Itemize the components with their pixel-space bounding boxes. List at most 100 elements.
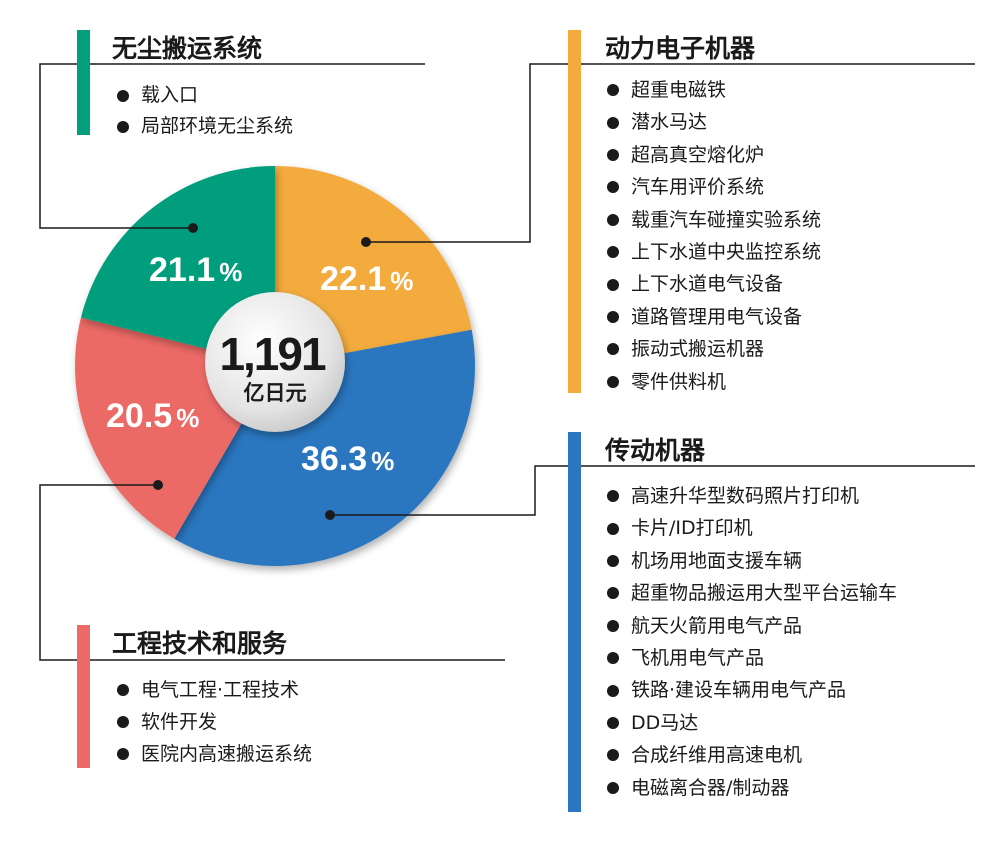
orange-bar — [568, 30, 581, 393]
bullet-icon — [607, 311, 619, 324]
list-blue: 高速升华型数码照片打印机 卡片/ID打印机机场用地面支援车辆超重物品搬运用大型平台… — [607, 480, 897, 804]
list-item: 卡片/ID打印机 — [607, 512, 897, 544]
bullet-icon — [607, 652, 619, 665]
pct-label-orange: 22.1% — [320, 260, 413, 298]
group-title-orange: 动力电子机器 — [605, 34, 756, 63]
pie-slice-1 — [174, 329, 475, 566]
bullet-icon — [607, 213, 619, 226]
list-item-label: 软件开发 — [141, 711, 218, 733]
list-item-label: 载重汽车碰撞实验系统 — [631, 208, 822, 231]
list-item: 高速升华型数码照片打印机 — [607, 480, 897, 512]
bullet-icon — [117, 684, 129, 696]
list-item-label: 机场用地面支援车辆 — [631, 549, 803, 572]
bullet-icon — [607, 619, 619, 632]
bullet-icon — [117, 748, 129, 760]
list-item-label: 医院内高速搬运系统 — [141, 743, 313, 765]
leader-line-orange — [366, 63, 975, 243]
bullet-icon — [607, 149, 619, 162]
pct-label-red: 20.5% — [106, 397, 199, 435]
list-item-label: 超重电磁铁 — [631, 79, 727, 101]
list-item: 振动式搬运机器 — [607, 333, 821, 365]
bullet-icon — [607, 181, 619, 194]
list-item-label: 卡片/ID打印机 — [631, 517, 753, 540]
leader-line-red — [39, 484, 505, 661]
bullet-icon — [607, 781, 619, 794]
list-item: 汽车用评价系统 — [607, 171, 821, 203]
list-item: 载入口 — [117, 80, 293, 111]
bullet-icon — [607, 717, 619, 730]
bullet-icon — [607, 343, 619, 356]
bullet-icon — [607, 587, 619, 600]
list-item-label: 航天火箭用电气产品 — [631, 614, 803, 637]
list-item: 超重电磁铁 — [607, 74, 821, 106]
list-item: 铁路·建设车辆用电气产品 — [607, 674, 897, 706]
list-green: 载入口局部环境无尘系统 — [117, 80, 293, 142]
list-item: 上下水道电气设备 — [607, 268, 821, 300]
list-item-label: DD马达 — [631, 711, 699, 734]
bullet-icon — [607, 490, 619, 503]
bullet-icon — [607, 116, 619, 129]
list-item: 载重汽车碰撞实验系统 — [607, 204, 821, 236]
list-item-label: 振动式搬运机器 — [631, 338, 765, 361]
bullet-icon — [607, 84, 619, 97]
list-item-label: 潜水马达 — [631, 111, 708, 134]
list-item: 超高真空熔化炉 — [607, 139, 821, 171]
leader-dot-red — [153, 480, 163, 490]
list-item-label: 高速升华型数码照片打印机 — [631, 485, 860, 507]
leader-dot-green — [188, 223, 198, 233]
list-item-label: 合成纤维用高速电机 — [631, 744, 803, 767]
list-item: 上下水道中央监控系统 — [607, 236, 821, 268]
group-title-green: 无尘搬运系统 — [112, 34, 263, 63]
center-unit: 亿日元 — [244, 381, 307, 405]
pct-label-blue: 36.3% — [301, 440, 394, 478]
list-item: 道路管理用电气设备 — [607, 301, 821, 333]
list-item: 潜水马达 — [607, 106, 821, 138]
group-title-blue: 传动机器 — [605, 436, 706, 465]
blue-bar — [568, 432, 581, 812]
leader-line-green — [39, 63, 425, 229]
list-item-label: 铁路·建设车辆用电气产品 — [631, 679, 847, 702]
group-title-red: 工程技术和服务 — [112, 629, 288, 658]
center-badge — [205, 292, 345, 432]
list-item-label: 超重物品搬运用大型平台运输车 — [631, 582, 898, 605]
list-item-label: 上下水道中央监控系统 — [631, 241, 822, 264]
bullet-icon — [607, 522, 619, 535]
list-item-label: 电磁离合器/制动器 — [631, 776, 790, 799]
list-item-label: 零件供料机 — [631, 370, 727, 393]
bullet-icon — [117, 716, 129, 728]
bullet-icon — [607, 749, 619, 762]
list-item-label: 载入口 — [141, 84, 199, 106]
leader-dot-blue — [325, 510, 335, 520]
list-item: 超重物品搬运用大型平台运输车 — [607, 577, 897, 609]
list-item: 电气工程·工程技术 — [117, 674, 312, 706]
list-item: 局部环境无尘系统 — [117, 111, 293, 142]
list-item: DD马达 — [607, 707, 897, 739]
list-item-label: 上下水道电气设备 — [631, 273, 784, 296]
list-item: 电磁离合器/制动器 — [607, 772, 897, 804]
leader-line-blue — [330, 465, 975, 516]
list-item: 零件供料机 — [607, 366, 821, 398]
pct-label-green: 21.1% — [149, 251, 242, 289]
list-red: 电气工程·工程技术 软件开发医院内高速搬运系统 — [117, 674, 312, 770]
list-item-label: 超高真空熔化炉 — [631, 143, 765, 166]
bullet-icon — [117, 120, 129, 133]
list-item: 航天火箭用电气产品 — [607, 610, 897, 642]
bullet-icon — [607, 684, 619, 697]
center-total: 1,191 — [219, 328, 326, 380]
list-item-label: 飞机用电气产品 — [631, 647, 765, 670]
list-item: 机场用地面支援车辆 — [607, 545, 897, 577]
bullet-icon — [607, 246, 619, 259]
list-item: 软件开发 — [117, 706, 312, 738]
list-item: 飞机用电气产品 — [607, 642, 897, 674]
list-item-label: 汽车用评价系统 — [631, 176, 765, 199]
bullet-icon — [117, 89, 129, 102]
list-item-label: 局部环境无尘系统 — [141, 115, 294, 137]
red-bar — [77, 625, 90, 768]
leader-dot-orange — [361, 237, 371, 247]
bullet-icon — [607, 555, 619, 568]
list-orange: 超重电磁铁潜水马达超高真空熔化炉 汽车用评价系统载重汽车碰撞实验系统 上下水道中央监… — [607, 74, 821, 398]
list-item: 医院内高速搬运系统 — [117, 738, 312, 770]
list-item-label: 电气工程·工程技术 — [141, 679, 300, 701]
